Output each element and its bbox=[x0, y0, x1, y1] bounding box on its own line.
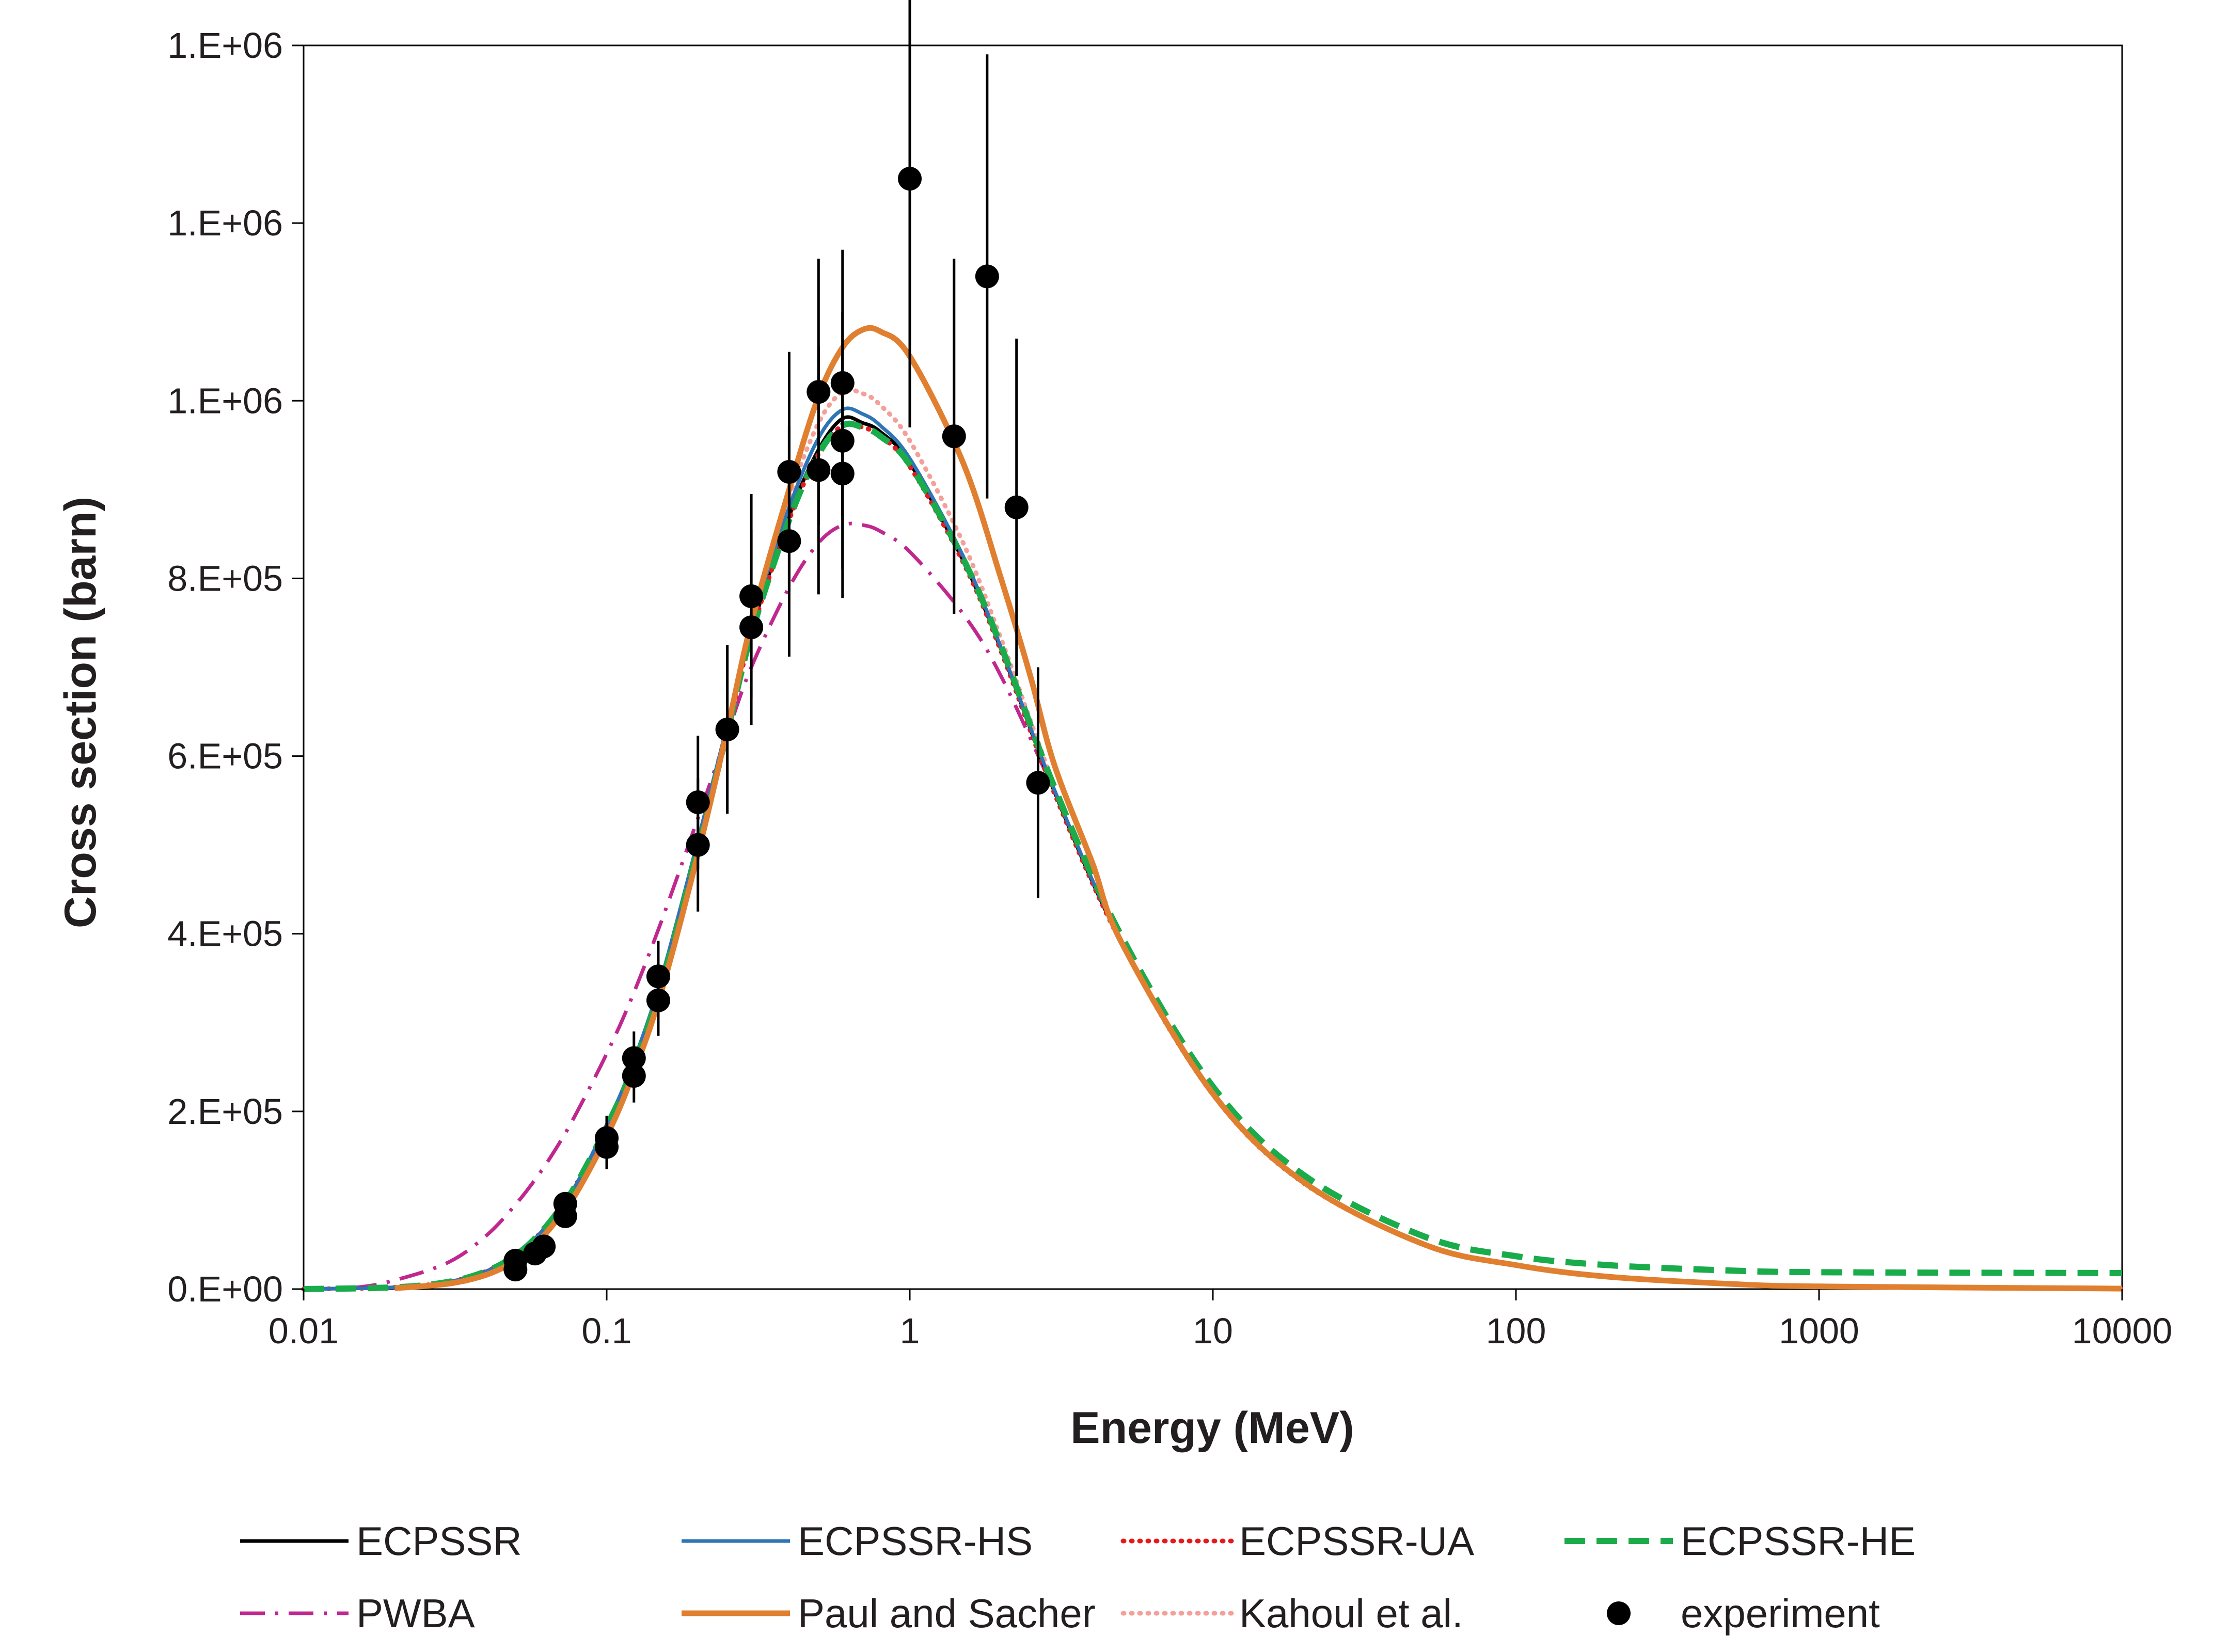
x-tick-label: 100 bbox=[1486, 1311, 1546, 1351]
experiment-point bbox=[807, 458, 831, 482]
experiment-point bbox=[777, 529, 801, 553]
x-tick-label: 1000 bbox=[1779, 1311, 1859, 1351]
legend-label-ecpssr-he: ECPSSR-HE bbox=[1681, 1518, 1916, 1564]
experiment-point bbox=[739, 584, 764, 608]
series-line-ecpssr bbox=[303, 415, 2123, 1291]
y-tick-label: 6.E+05 bbox=[167, 736, 283, 776]
experiment-point bbox=[646, 964, 670, 989]
y-axis-label: Cross section (barn) bbox=[56, 497, 105, 928]
experiment-point bbox=[777, 459, 801, 484]
plot-area bbox=[301, 0, 2125, 1292]
legend-label-ecpssr-ua: ECPSSR-UA bbox=[1239, 1518, 1474, 1564]
legend-label-ecpssr: ECPSSR bbox=[356, 1518, 522, 1564]
experiment-point bbox=[532, 1234, 556, 1259]
x-tick-label: 0.01 bbox=[268, 1311, 339, 1351]
experiment-point bbox=[686, 790, 710, 815]
legend: ECPSSR ECPSSR-HS ECPSSR-UA ECPSSR-HE PWBA Pau… bbox=[240, 1518, 1916, 1636]
legend-label-paul-and-sacher: Paul and Sacher bbox=[798, 1591, 1096, 1636]
legend-label-kahoul-et-al-: Kahoul et al. bbox=[1239, 1591, 1463, 1636]
experiment-point bbox=[830, 462, 855, 486]
y-tick-label: 1.E+06 bbox=[167, 25, 283, 66]
experiment-point bbox=[553, 1192, 577, 1216]
experiment-point bbox=[942, 424, 966, 449]
x-tick-label: 1 bbox=[900, 1311, 920, 1351]
experiment-point bbox=[622, 1046, 646, 1070]
experiment-point bbox=[715, 717, 739, 741]
y-tick-label: 8.E+05 bbox=[167, 558, 283, 598]
series-line-ecpssr-he bbox=[303, 420, 2123, 1292]
experiment-point bbox=[503, 1248, 528, 1273]
y-tick-label: 0.E+00 bbox=[167, 1269, 283, 1309]
experiment-point bbox=[1004, 495, 1029, 519]
experiment-point bbox=[646, 988, 670, 1012]
experiment-point bbox=[975, 264, 999, 289]
legend-label-ecpssr-hs: ECPSSR-HS bbox=[798, 1518, 1033, 1564]
experiment-point bbox=[1026, 771, 1050, 795]
experiment-point bbox=[595, 1126, 619, 1150]
experiment-point bbox=[807, 380, 831, 404]
series-line-pwba bbox=[303, 521, 2123, 1291]
x-tick-label: 0.1 bbox=[581, 1311, 631, 1351]
plot-frame bbox=[303, 44, 2123, 1290]
y-tick-label: 1.E+06 bbox=[167, 380, 283, 421]
experiment-point bbox=[830, 428, 855, 453]
experiment-point bbox=[898, 167, 922, 191]
legend-swatch-experiment bbox=[1607, 1601, 1631, 1625]
experiment-point bbox=[830, 371, 855, 395]
y-tick-label: 2.E+05 bbox=[167, 1091, 283, 1132]
series-line-paul-and-sacher bbox=[394, 325, 2123, 1292]
series-line-ecpssr-ua bbox=[301, 421, 2125, 1292]
y-tick-label: 4.E+05 bbox=[167, 914, 283, 954]
legend-label-pwba: PWBA bbox=[356, 1591, 475, 1636]
x-tick-label: 10 bbox=[1193, 1311, 1233, 1351]
experiment-point bbox=[622, 1064, 646, 1088]
x-tick-label: 10000 bbox=[2072, 1311, 2173, 1351]
y-axis-ticks: 0.E+00 2.E+05 4.E+05 6.E+05 8.E+05 1.E+06 1.E+… bbox=[167, 25, 304, 1309]
x-axis-ticks: 0.01 0.1 1 10 100 1000 10000 bbox=[268, 1289, 2172, 1351]
experiment-point bbox=[686, 833, 710, 857]
experiment-point bbox=[739, 615, 764, 640]
series-line-ecpssr-hs bbox=[303, 406, 2123, 1291]
x-axis-label: Energy (MeV) bbox=[1070, 1403, 1354, 1453]
y-tick-label: 1.E+06 bbox=[167, 203, 283, 243]
legend-label-experiment: experiment bbox=[1681, 1591, 1880, 1636]
